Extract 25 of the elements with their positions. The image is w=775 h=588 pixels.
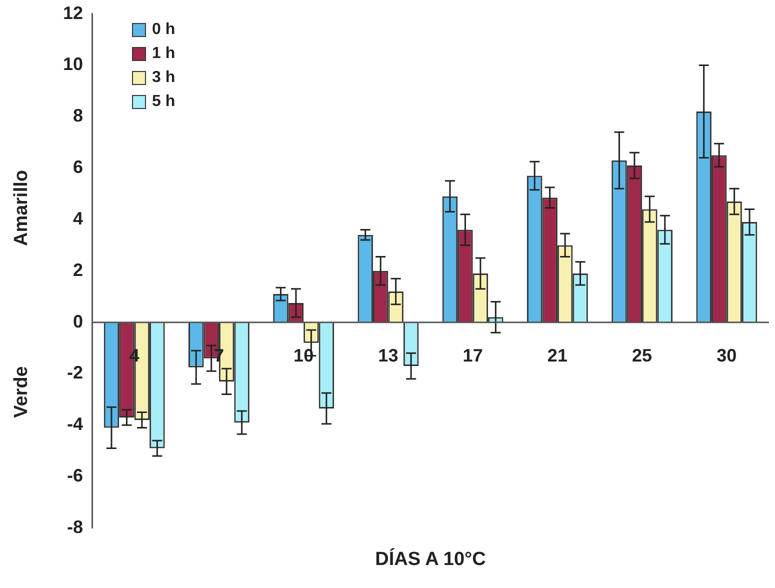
y-tick-label: 6: [73, 157, 84, 178]
x-tick-label: 21: [547, 345, 568, 366]
legend-label: 5 h: [152, 92, 176, 111]
x-tick-label: 25: [632, 345, 652, 366]
y-tick-label: -6: [67, 466, 84, 486]
x-axis-title: DÍAS A 10°C: [375, 549, 486, 571]
y-axis-title: Amarillo: [11, 170, 33, 246]
y-tick-label: 12: [62, 2, 84, 23]
legend-label: 3 h: [152, 68, 176, 87]
text: Verde: [11, 366, 33, 418]
y-tick-label: 4: [73, 208, 84, 228]
y-tick-label: 0: [73, 311, 84, 332]
y-tick-label: -8: [67, 516, 84, 537]
x-tick-label: 13: [378, 345, 398, 366]
legend-label: 1 h: [152, 44, 176, 63]
x-tick-label: 4: [129, 345, 140, 366]
x-tick-label: 7: [214, 345, 224, 366]
y-tick-label: 2: [73, 260, 84, 280]
y-tick-label: -2: [67, 362, 84, 383]
legend-label: 0 h: [152, 20, 176, 39]
y-tick-label: 8: [73, 106, 84, 126]
y-tick-label: -4: [67, 414, 84, 434]
x-tick-label: 30: [716, 345, 737, 366]
y-tick-label: 10: [62, 54, 84, 74]
x-tick-label: 17: [462, 345, 483, 366]
